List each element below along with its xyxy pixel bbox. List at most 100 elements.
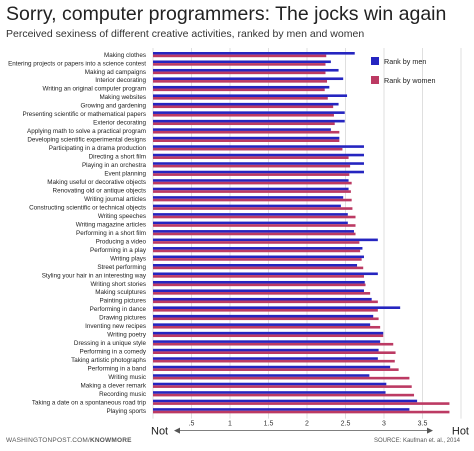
bar-men-36	[153, 357, 378, 360]
bar-women-32	[153, 325, 381, 329]
bar-men-2	[153, 68, 339, 72]
category-label-31: Drawing pictures	[99, 315, 146, 322]
footer-site: WASHINGTONPOST.COM/KNOWMORE	[6, 437, 132, 444]
category-label-21: Performing in a short film	[76, 230, 146, 237]
x-tick-label-4: 2	[305, 421, 309, 428]
bar-women-30	[153, 309, 378, 312]
bar-women-5	[153, 97, 328, 100]
category-label-36: Taking artistic photographs	[71, 357, 146, 364]
x-tick-label-1: .5	[189, 421, 195, 428]
bar-men-23	[153, 247, 363, 250]
category-label-6: Growing and gardening	[81, 103, 147, 110]
bar-men-25	[153, 264, 358, 267]
category-label-10: Developing scientific experimental desig…	[27, 137, 146, 144]
category-label-17: Writing journal articles	[84, 196, 146, 203]
bar-men-41	[153, 399, 418, 403]
bar-men-17	[153, 196, 344, 199]
bar-women-23	[153, 249, 361, 253]
x-tick-label-5: 2.5	[341, 421, 351, 428]
bar-men-3	[153, 77, 344, 81]
bar-men-22	[153, 238, 378, 242]
category-label-27: Writing short stories	[90, 281, 146, 288]
bar-men-34	[153, 340, 381, 343]
category-label-16: Renovating old or antique objects	[53, 187, 146, 194]
chart-subtitle: Perceived sexiness of different creative…	[6, 28, 365, 40]
bar-men-37	[153, 365, 391, 369]
bar-men-28	[153, 289, 364, 293]
category-label-1: Entering projects or papers into a scien…	[8, 60, 146, 67]
bar-men-9	[153, 128, 331, 131]
category-label-3: Interior decorating	[95, 77, 146, 84]
category-label-42: Playing sports	[106, 408, 146, 415]
bar-men-27	[153, 280, 365, 284]
bar-women-21	[153, 232, 356, 236]
bar-men-6	[153, 102, 339, 106]
bar-men-7	[153, 111, 345, 114]
bar-women-11	[153, 147, 343, 151]
chart-title: Sorry, computer programmers: The jocks w…	[6, 3, 447, 25]
bar-women-16	[153, 190, 351, 193]
category-label-38: Writing music	[108, 374, 146, 381]
bar-men-26	[153, 272, 378, 276]
bar-women-42	[153, 410, 450, 414]
bar-women-3	[153, 80, 328, 83]
bar-men-40	[153, 391, 386, 394]
bar-women-26	[153, 275, 364, 278]
x-tick-label-3: 1.5	[264, 421, 274, 428]
category-label-8: Exterior decorating	[93, 120, 146, 127]
bar-women-13	[153, 164, 351, 168]
footer-site-url: WASHINGTONPOST.COM/	[6, 437, 90, 444]
x-axis: .5 1 1.5 2 2.5 3 3.5 Not Hot	[151, 421, 469, 438]
category-label-23: Performing in a play	[90, 247, 147, 254]
bar-men-15	[153, 179, 349, 182]
bar-men-12	[153, 153, 364, 157]
bar-men-11	[153, 145, 364, 148]
legend-label-1: Rank by women	[384, 76, 436, 85]
bar-men-35	[153, 348, 379, 352]
bar-men-31	[153, 314, 374, 318]
bar-men-1	[153, 60, 331, 64]
bar-men-38	[153, 374, 370, 377]
bar-women-19	[153, 215, 356, 219]
bar-women-15	[153, 181, 352, 185]
category-label-34: Dressing in a unique style	[74, 340, 147, 347]
category-label-29: Painting pictures	[99, 298, 146, 305]
bar-women-4	[153, 88, 325, 92]
bar-women-20	[153, 224, 356, 227]
bar-women-6	[153, 105, 334, 109]
category-label-18: Constructing scientific or technical obj…	[29, 204, 146, 211]
bar-women-25	[153, 266, 364, 270]
category-label-37: Performing in a band	[88, 366, 147, 373]
category-label-0: Making clothes	[104, 52, 146, 59]
category-label-9: Applying math to solve a practical progr…	[27, 128, 146, 135]
category-label-24: Writing plays	[110, 255, 146, 262]
bar-women-29	[153, 300, 378, 304]
x-axis-low-label: Not	[151, 426, 168, 438]
category-label-12: Directing a short film	[89, 154, 146, 161]
bar-men-42	[153, 408, 410, 411]
bar-men-39	[153, 382, 387, 386]
category-label-22: Producing a video	[96, 238, 147, 245]
bar-men-29	[153, 297, 372, 301]
bar-women-39	[153, 385, 412, 388]
bar-men-32	[153, 323, 371, 326]
category-label-40: Recording music	[99, 391, 146, 398]
bar-men-8	[153, 119, 345, 123]
category-label-25: Street performing	[97, 264, 146, 271]
x-axis-high-label: Hot	[452, 426, 469, 438]
category-label-30: Performing in dance	[90, 306, 147, 313]
category-label-28: Making sculptures	[95, 289, 146, 296]
bar-women-9	[153, 130, 340, 134]
bar-women-24	[153, 258, 362, 261]
bar-women-2	[153, 71, 326, 75]
category-label-33: Writing poetry	[107, 332, 147, 339]
legend: Rank by men Rank by women	[371, 57, 436, 85]
bar-men-33	[153, 331, 384, 335]
category-label-2: Making ad campaigns	[85, 69, 146, 76]
legend-swatch-1	[371, 76, 379, 84]
category-label-7: Presenting scientific or mathematical pa…	[22, 111, 146, 118]
category-label-26: Styling your hair in an interesting way	[42, 272, 147, 279]
category-label-11: Participating in a drama production	[49, 145, 147, 152]
bar-women-1	[153, 63, 326, 66]
legend-swatch-0	[371, 57, 379, 65]
